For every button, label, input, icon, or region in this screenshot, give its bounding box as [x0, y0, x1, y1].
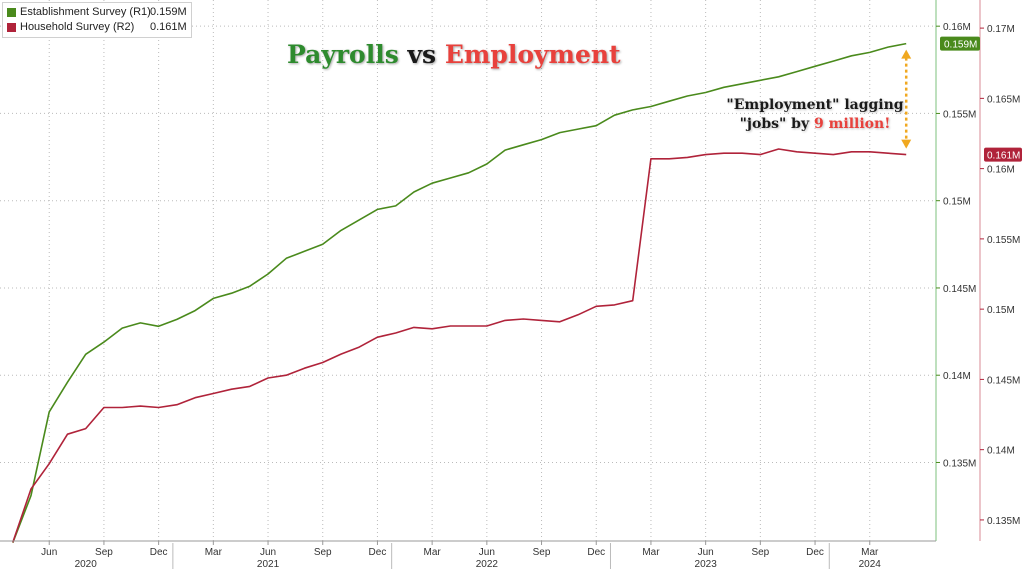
x-tick-label: Jun [260, 547, 276, 558]
gap-annotation: "Employment" lagging "jobs" by 9 million… [700, 96, 930, 134]
x-tick-label: Jun [698, 547, 714, 558]
r2-tick-label: 0.145M [987, 375, 1020, 386]
x-tick-label: Mar [205, 547, 223, 558]
annotation-highlight: 9 million! [813, 116, 891, 132]
x-year-label: 2023 [695, 559, 718, 569]
r2-tick-label: 0.17M [987, 24, 1015, 35]
legend-item-establishment: Establishment Survey (R1) 0.159M [7, 5, 187, 20]
r2-tick-label: 0.15M [987, 305, 1015, 316]
x-year-label: 2024 [859, 559, 882, 569]
legend-label-establishment: Establishment Survey (R1) [20, 6, 151, 18]
legend: Establishment Survey (R1) 0.159M Househo… [2, 2, 192, 38]
legend-label-household: Household Survey (R2) [20, 21, 135, 33]
x-tick-label: Mar [642, 547, 660, 558]
r1-tick-label: 0.145M [943, 284, 976, 295]
x-year-label: 2020 [75, 559, 98, 569]
legend-value-establishment: 0.159M [150, 6, 187, 18]
r2-tick-label: 0.155M [987, 235, 1020, 246]
x-tick-label: Sep [95, 547, 113, 558]
x-tick-label: Sep [751, 547, 769, 558]
r2-tick-label: 0.135M [987, 516, 1020, 527]
r1-last-value-label: 0.159M [944, 40, 977, 51]
r1-tick-label: 0.155M [943, 109, 976, 120]
r1-tick-label: 0.14M [943, 371, 971, 382]
r1-tick-label: 0.15M [943, 197, 971, 208]
series-line-establishment [12, 42, 907, 543]
chart-title: Payrolls vs Employment [287, 40, 621, 69]
x-year-label: 2022 [476, 559, 499, 569]
legend-item-household: Household Survey (R2) 0.161M [7, 20, 187, 35]
x-tick-label: Mar [424, 547, 442, 558]
x-tick-label: Jun [479, 547, 495, 558]
series-line-household [12, 148, 907, 543]
r2-tick-label: 0.165M [987, 94, 1020, 105]
legend-value-household: 0.161M [150, 21, 187, 33]
r2-tick-label: 0.16M [987, 165, 1015, 176]
x-tick-label: Mar [861, 547, 879, 558]
x-tick-label: Jun [41, 547, 57, 558]
gap-arrow-head-down [901, 139, 912, 149]
legend-swatch-establishment [7, 8, 16, 17]
x-tick-label: Dec [369, 547, 387, 558]
r2-tick-label: 0.14M [987, 446, 1015, 457]
legend-swatch-household [7, 23, 16, 32]
x-tick-label: Dec [587, 547, 605, 558]
x-tick-label: Sep [314, 547, 332, 558]
x-year-label: 2021 [257, 559, 280, 569]
r1-last-value-tag [940, 36, 980, 51]
r2-last-value-label: 0.161M [987, 151, 1020, 162]
annotation-line-2: "jobs" by 9 million! [700, 115, 930, 134]
x-tick-label: Dec [806, 547, 824, 558]
title-employment: Employment [444, 40, 621, 69]
annotation-line-2-prefix: "jobs" by [739, 116, 814, 132]
r1-tick-label: 0.16M [943, 22, 971, 33]
r1-tick-label: 0.135M [943, 458, 976, 469]
r2-last-value-tag [984, 147, 1022, 162]
x-tick-label: Sep [533, 547, 551, 558]
x-tick-label: Dec [150, 547, 168, 558]
title-payrolls: Payrolls [287, 40, 399, 69]
annotation-line-1: "Employment" lagging [726, 97, 904, 113]
gap-arrow-head-up [901, 49, 912, 59]
title-vs: vs [407, 40, 437, 69]
